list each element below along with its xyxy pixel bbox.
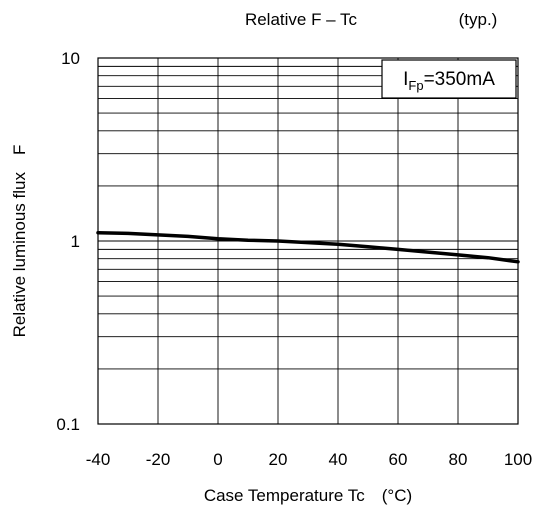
series-line (96, 230, 520, 264)
x-axis-label: Case Temperature Tc (°C) (204, 486, 412, 505)
series-group (96, 230, 520, 264)
annotation-box (381, 59, 517, 99)
y-tick-label: 10 (61, 49, 80, 68)
x-tick-label: 40 (329, 450, 348, 469)
annotation-suffix: =350mA (424, 69, 496, 90)
x-tick-label: 100 (504, 450, 532, 469)
x-tick-label: -20 (146, 450, 171, 469)
x-tick-label: 80 (449, 450, 468, 469)
annotation-subscript: Fp (408, 78, 423, 93)
y-tick-labels: 0.1 1 10 (56, 49, 80, 434)
current-annotation: IFp=350mA (403, 69, 495, 93)
plot-frame (97, 57, 519, 425)
chart-title: Relative F – Tc (245, 10, 358, 29)
annotation-prefix: I (403, 69, 408, 90)
x-tick-label: 0 (213, 450, 222, 469)
x-tick-labels: -40 -20 0 20 40 60 80 100 (86, 450, 532, 469)
y-axis-label: Relative luminous flux F (10, 145, 29, 338)
y-tick-label: 0.1 (56, 415, 80, 434)
x-tick-label: 20 (269, 450, 288, 469)
chart-subtitle: (typ.) (459, 10, 498, 29)
y-tick-label: 1 (71, 232, 80, 251)
x-tick-label: 60 (389, 450, 408, 469)
x-tick-label: -40 (86, 450, 111, 469)
